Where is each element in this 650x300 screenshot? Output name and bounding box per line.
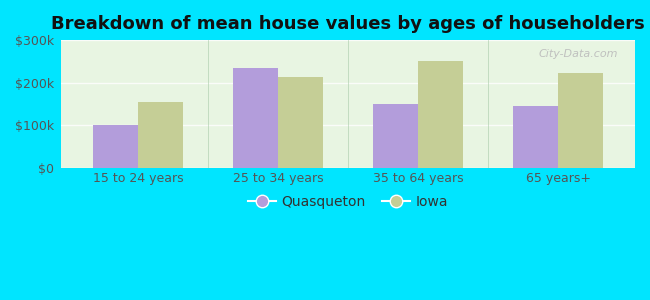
Legend: Quasqueton, Iowa: Quasqueton, Iowa bbox=[242, 190, 454, 215]
Bar bbox=[373, 104, 418, 168]
Bar bbox=[93, 125, 138, 168]
Bar bbox=[278, 77, 323, 168]
Bar bbox=[558, 73, 603, 168]
Title: Breakdown of mean house values by ages of householders: Breakdown of mean house values by ages o… bbox=[51, 15, 645, 33]
Bar bbox=[418, 61, 463, 168]
Bar bbox=[514, 106, 558, 168]
Text: City-Data.com: City-Data.com bbox=[538, 49, 617, 59]
Bar bbox=[233, 68, 278, 168]
Bar bbox=[138, 102, 183, 168]
